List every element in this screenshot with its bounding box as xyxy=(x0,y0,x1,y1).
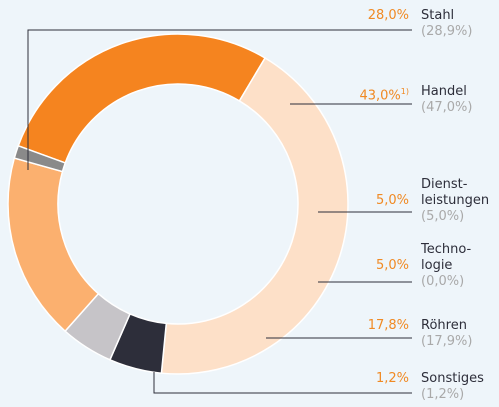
value-label: 17,8% xyxy=(367,318,409,333)
category-label: Handel xyxy=(421,84,467,99)
category-label: Dienst- leistungen xyxy=(421,177,490,208)
donut-segment xyxy=(13,144,67,173)
previous-value-label: (0,0%) xyxy=(421,274,465,289)
category-label: Techno- logie xyxy=(421,242,472,273)
value-label: 43,0%1) xyxy=(359,87,409,104)
previous-value-label: (1,2%) xyxy=(421,387,465,402)
donut-segment xyxy=(160,56,349,375)
category-label: Stahl xyxy=(421,8,455,23)
previous-value-label: (28,9%) xyxy=(421,24,473,39)
previous-value-label: (5,0%) xyxy=(421,209,465,224)
previous-value-label: (47,0%) xyxy=(421,100,473,115)
donut-segment xyxy=(17,33,267,164)
footnote-marker: 1) xyxy=(400,87,409,96)
leader-line xyxy=(153,372,412,394)
previous-value-label: (17,9%) xyxy=(421,334,473,349)
value-label: 5,0% xyxy=(375,193,409,208)
donut-segment xyxy=(7,157,100,333)
category-label: Röhren xyxy=(421,318,467,333)
value-label: 5,0% xyxy=(375,258,409,273)
value-label: 1,2% xyxy=(375,371,409,386)
value-label: 28,0% xyxy=(367,8,409,23)
category-label: Sonstiges xyxy=(421,371,484,386)
leader-line xyxy=(27,29,412,170)
